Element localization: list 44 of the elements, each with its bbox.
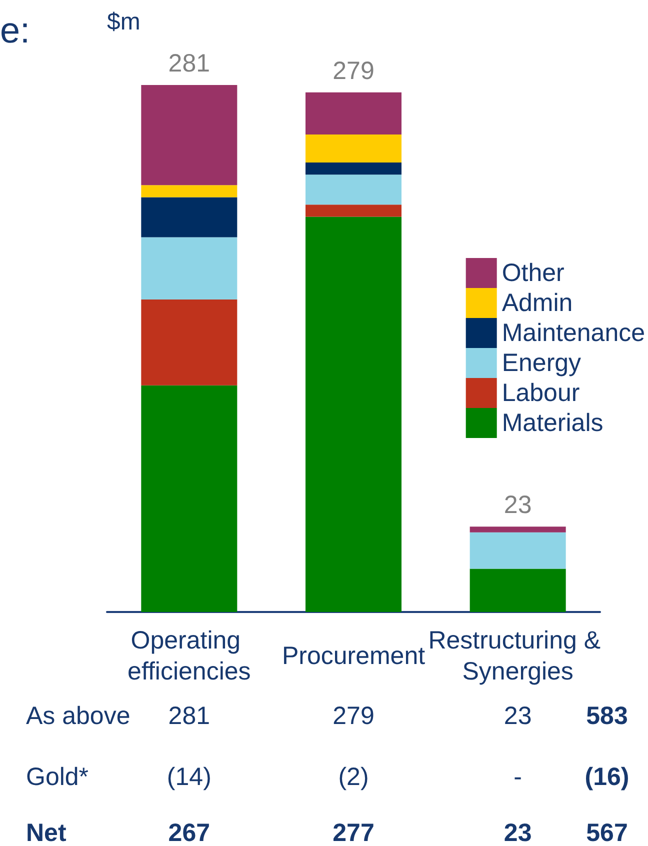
text: 583 [586, 702, 628, 730]
text: 281 [168, 702, 210, 730]
bar [306, 134, 402, 162]
text: - [514, 763, 522, 791]
bar [306, 162, 402, 175]
legend-label: Other [502, 259, 564, 287]
legend-label: Labour [502, 379, 580, 407]
text: (14) [166, 763, 212, 791]
bar [141, 185, 238, 198]
x-tick-label: Operating efficiencies [128, 626, 251, 686]
chart-title: e: [0, 10, 30, 50]
text: 279 [332, 702, 374, 730]
text: Net [26, 819, 67, 846]
annotation: 23 [504, 491, 532, 520]
text: As above [26, 702, 130, 730]
bar [306, 204, 402, 217]
bar [470, 568, 566, 612]
annotation: 281 [168, 50, 210, 78]
text: 267 [168, 819, 210, 846]
text: (16) [584, 763, 630, 791]
text: 23 [504, 702, 532, 730]
text: (2) [338, 763, 369, 791]
x-tick-label: Restructuring & Synergies [428, 626, 608, 686]
text: 567 [586, 819, 628, 846]
bar [141, 237, 238, 300]
annotation: 279 [332, 56, 374, 85]
x-tick-label: Procurement [282, 642, 426, 670]
bar [470, 526, 566, 532]
bar [306, 92, 402, 135]
text: Gold* [26, 763, 89, 791]
text: 23 [504, 819, 532, 846]
legend-label: Materials [502, 409, 604, 437]
bar [306, 174, 402, 205]
legend-label: Maintenance [502, 319, 646, 347]
bar [141, 299, 238, 386]
bar [141, 197, 238, 238]
bar [306, 216, 402, 612]
legend-label: Admin [502, 289, 573, 317]
bar [141, 85, 238, 186]
legend-label: Energy [502, 349, 582, 377]
bar [141, 385, 238, 612]
bar [470, 532, 566, 569]
y-axis-title: $m [107, 8, 140, 36]
text: 277 [332, 819, 374, 846]
